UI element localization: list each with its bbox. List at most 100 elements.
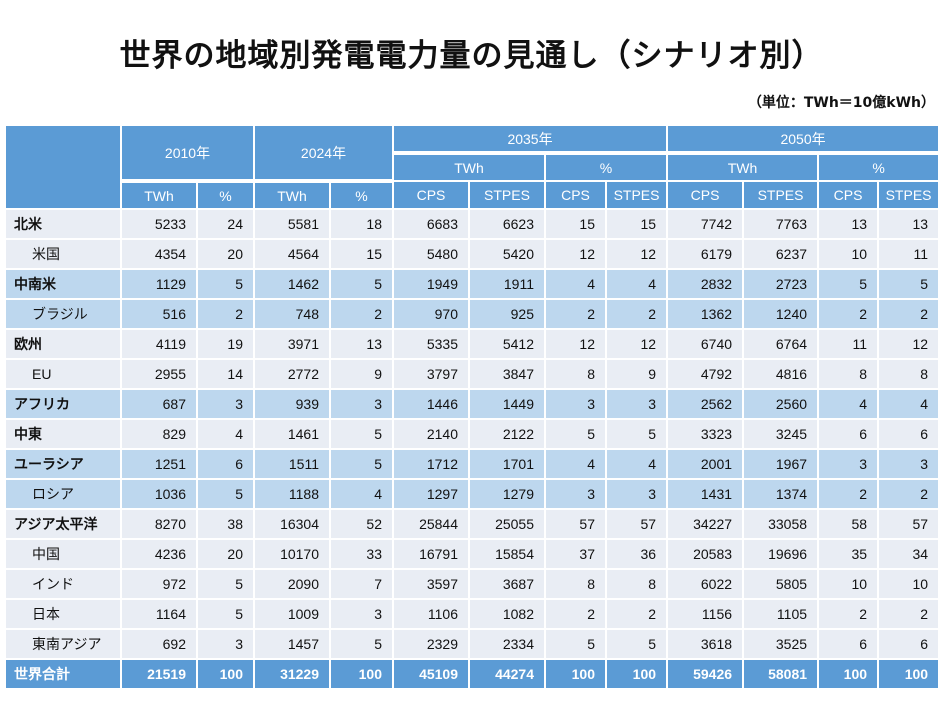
value-cell: 52 xyxy=(329,508,394,540)
value-cell: 9 xyxy=(329,358,394,390)
value-cell: 8 xyxy=(817,358,880,390)
value-cell: 6 xyxy=(877,628,941,660)
value-cell: 1911 xyxy=(468,268,546,300)
value-cell: 4 xyxy=(544,268,607,300)
value-cell: 1009 xyxy=(253,598,331,630)
value-cell: 5233 xyxy=(120,208,198,240)
region-label: 中南米 xyxy=(4,268,122,300)
value-cell: 2562 xyxy=(666,388,745,420)
value-cell: 1106 xyxy=(392,598,470,630)
value-cell: 5 xyxy=(604,418,669,450)
region-label: 日本 xyxy=(4,598,122,630)
region-label: ロシア xyxy=(4,478,122,510)
year-header-2050: 2050年 xyxy=(666,124,941,154)
year-header-2010: 2010年 xyxy=(120,124,255,182)
region-label: 北米 xyxy=(4,208,122,240)
value-cell: 3797 xyxy=(392,358,470,390)
value-cell: 8270 xyxy=(120,508,198,540)
value-cell: 100 xyxy=(196,658,255,690)
value-cell: 19 xyxy=(196,328,255,360)
value-cell: 3847 xyxy=(468,358,546,390)
region-label: 米国 xyxy=(4,238,122,270)
value-cell: 4236 xyxy=(120,538,198,570)
value-cell: 970 xyxy=(392,298,470,330)
value-cell: 5581 xyxy=(253,208,331,240)
value-cell: 5 xyxy=(196,568,255,600)
value-cell: 2 xyxy=(329,298,394,330)
pct-header-2050: % xyxy=(817,151,941,182)
value-cell: 18 xyxy=(329,208,394,240)
twh-header-2024: TWh xyxy=(253,179,331,210)
value-cell: 5 xyxy=(544,628,607,660)
value-cell: 687 xyxy=(120,388,198,420)
twh-header-2010: TWh xyxy=(120,179,198,210)
value-cell: 2 xyxy=(817,478,880,510)
value-cell: 2772 xyxy=(253,358,331,390)
value-cell: 10 xyxy=(817,568,880,600)
value-cell: 692 xyxy=(120,628,198,660)
value-cell: 2329 xyxy=(392,628,470,660)
value-cell: 5 xyxy=(329,418,394,450)
value-cell: 2955 xyxy=(120,358,198,390)
value-cell: 2832 xyxy=(666,268,745,300)
value-cell: 7763 xyxy=(742,208,820,240)
stpes-twh-header-2050: STPES xyxy=(742,180,820,210)
value-cell: 10 xyxy=(817,238,880,270)
value-cell: 7 xyxy=(329,568,394,600)
value-cell: 13 xyxy=(817,208,880,240)
value-cell: 3 xyxy=(329,388,394,420)
value-cell: 6 xyxy=(817,628,880,660)
table-body: 北米 5233 24 5581 18 6683 6623 15 15 7742 7763 13 13 米国… xyxy=(4,208,941,690)
value-cell: 6179 xyxy=(666,238,745,270)
region-header-cell xyxy=(4,124,122,210)
value-cell: 748 xyxy=(253,298,331,330)
value-cell: 12 xyxy=(544,328,607,360)
value-cell: 2122 xyxy=(468,418,546,450)
value-cell: 31229 xyxy=(253,658,331,690)
value-cell: 516 xyxy=(120,298,198,330)
value-cell: 1105 xyxy=(742,598,820,630)
value-cell: 1462 xyxy=(253,268,331,300)
value-cell: 1036 xyxy=(120,478,198,510)
value-cell: 57 xyxy=(877,508,941,540)
value-cell: 3 xyxy=(196,628,255,660)
value-cell: 44274 xyxy=(468,658,546,690)
value-cell: 5 xyxy=(196,598,255,630)
value-cell: 1164 xyxy=(120,598,198,630)
value-cell: 8 xyxy=(877,358,941,390)
value-cell: 2140 xyxy=(392,418,470,450)
region-label: インド xyxy=(4,568,122,600)
value-cell: 6683 xyxy=(392,208,470,240)
table-row: EU 2955 14 2772 9 3797 3847 8 9 4792 4816 8 8 xyxy=(4,358,941,390)
value-cell: 15 xyxy=(544,208,607,240)
value-cell: 925 xyxy=(468,298,546,330)
total-row: 世界合計 21519 100 31229 100 45109 44274 100 100 5942… xyxy=(4,658,941,690)
value-cell: 11 xyxy=(877,238,941,270)
pct-header-2024: % xyxy=(329,179,394,210)
value-cell: 1431 xyxy=(666,478,745,510)
table-row: アフリカ 687 3 939 3 1446 1449 3 3 2562 2560 4 4 xyxy=(4,388,941,420)
table-row: 日本 1164 5 1009 3 1106 1082 2 2 1156 1105 2 2 xyxy=(4,598,941,630)
value-cell: 20 xyxy=(196,538,255,570)
value-cell: 6 xyxy=(877,418,941,450)
value-cell: 4119 xyxy=(120,328,198,360)
value-cell: 972 xyxy=(120,568,198,600)
value-cell: 829 xyxy=(120,418,198,450)
value-cell: 5 xyxy=(877,268,941,300)
value-cell: 2 xyxy=(544,298,607,330)
value-cell: 3 xyxy=(817,448,880,480)
table-row: インド 972 5 2090 7 3597 3687 8 8 6022 5805 10 10 xyxy=(4,568,941,600)
cps-twh-header-2035: CPS xyxy=(392,180,470,210)
value-cell: 34227 xyxy=(666,508,745,540)
value-cell: 2334 xyxy=(468,628,546,660)
value-cell: 1129 xyxy=(120,268,198,300)
value-cell: 5480 xyxy=(392,238,470,270)
value-cell: 3 xyxy=(196,388,255,420)
value-cell: 20583 xyxy=(666,538,745,570)
year-header-2024: 2024年 xyxy=(253,124,394,182)
value-cell: 4 xyxy=(544,448,607,480)
value-cell: 5 xyxy=(196,478,255,510)
region-label: ブラジル xyxy=(4,298,122,330)
value-cell: 25055 xyxy=(468,508,546,540)
table-row: 中東 829 4 1461 5 2140 2122 5 5 3323 3245 6 6 xyxy=(4,418,941,450)
